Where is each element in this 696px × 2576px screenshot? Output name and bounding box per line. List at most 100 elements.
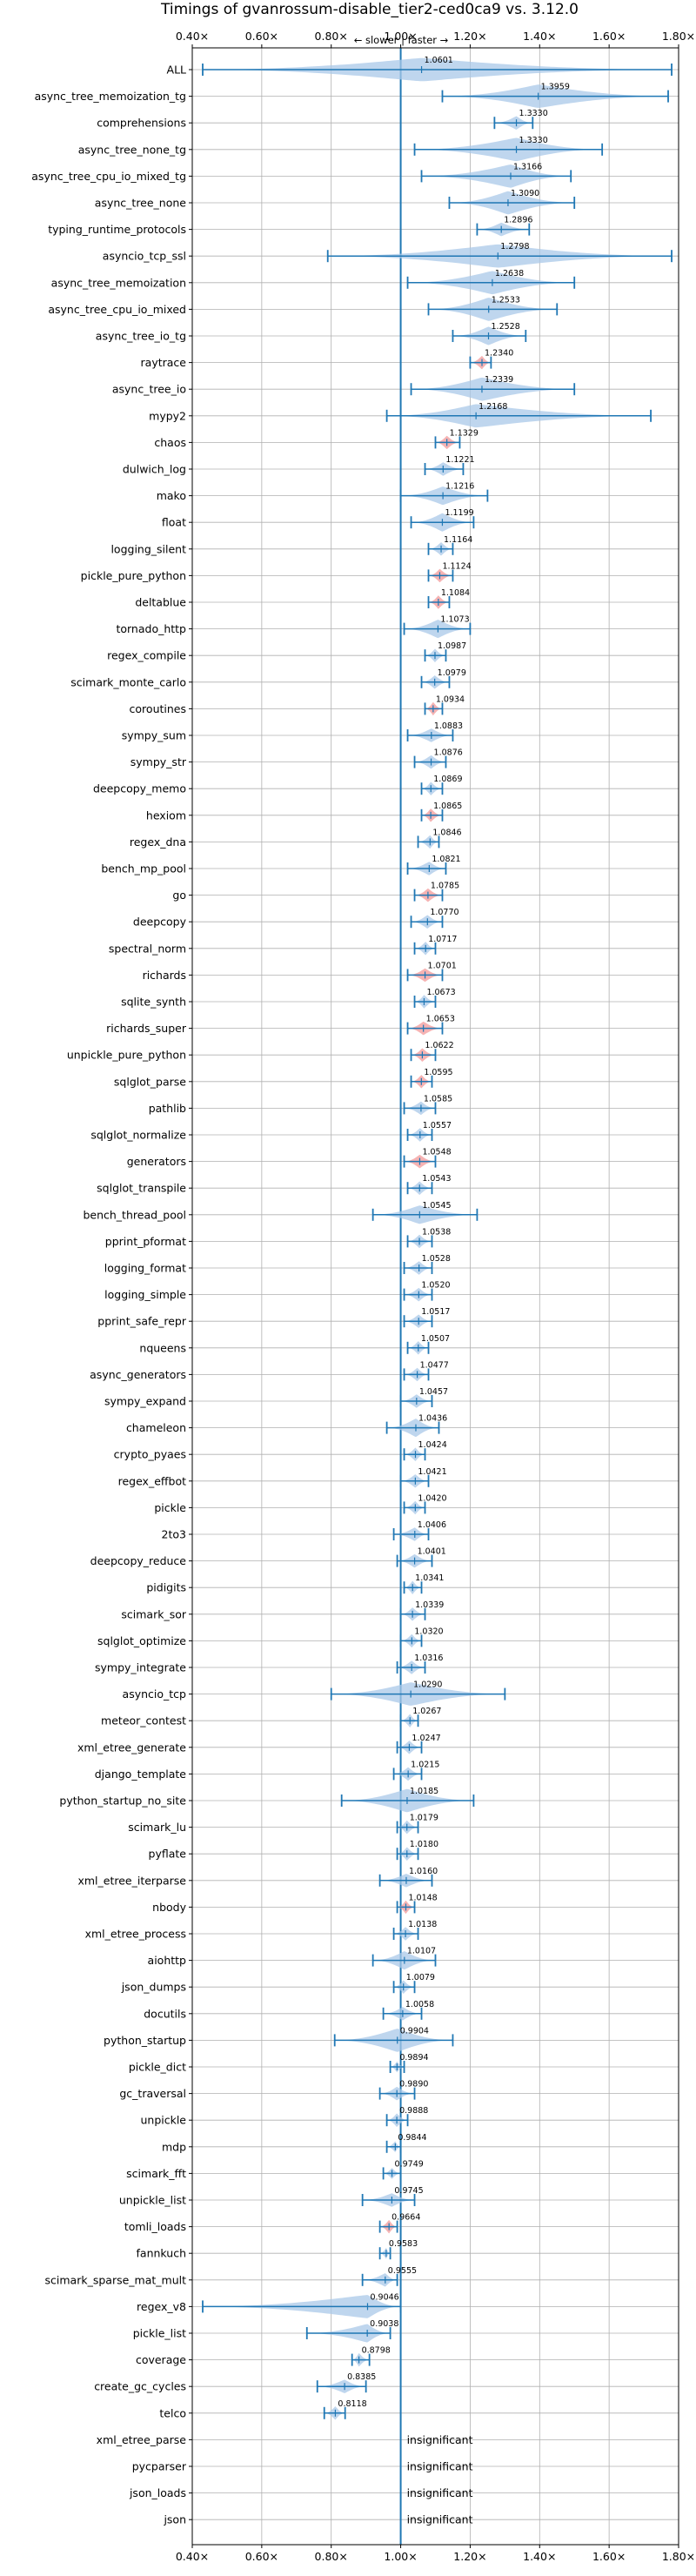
value-label: 1.0406	[418, 1520, 446, 1530]
y-tick-label: async_tree_memoization	[51, 276, 186, 289]
value-label: 1.0247	[412, 1734, 440, 1743]
x-tick-label-bottom: 1.40×	[523, 2550, 556, 2563]
value-label: 1.0316	[414, 1654, 443, 1663]
y-tick-label: create_gc_cycles	[94, 2380, 186, 2393]
value-label: 1.2339	[485, 375, 513, 385]
value-label: 1.0477	[420, 1360, 449, 1370]
value-label: 1.0543	[422, 1174, 451, 1184]
value-label: 1.0846	[432, 828, 461, 837]
y-tick-label: aiohttp	[148, 1954, 187, 1967]
value-label: 1.0341	[415, 1573, 444, 1583]
y-tick-label: async_tree_memoization_tg	[35, 90, 186, 103]
value-label: 1.0601	[425, 56, 453, 65]
y-tick-label: sympy_expand	[104, 1395, 186, 1408]
value-label: 1.0215	[411, 1760, 439, 1769]
y-tick-label: xml_etree_iterparse	[77, 1874, 186, 1887]
value-label: 1.0507	[421, 1334, 450, 1344]
y-tick-label: python_startup_no_site	[59, 1794, 186, 1808]
y-tick-label: chameleon	[126, 1421, 186, 1434]
value-label: 1.0436	[418, 1414, 447, 1424]
x-tick-label-top: 0.40×	[176, 30, 209, 43]
value-label: 0.9888	[399, 2106, 428, 2116]
y-tick-label: regex_effbot	[118, 1474, 186, 1487]
y-tick-label: async_tree_io	[112, 383, 186, 396]
y-tick-label: gc_traversal	[119, 2087, 186, 2100]
value-label: 1.0185	[410, 1787, 438, 1796]
y-tick-label: pprint_pformat	[105, 1235, 186, 1248]
plot-frame	[191, 47, 679, 2546]
y-tick-label: xml_etree_generate	[77, 1741, 186, 1754]
y-tick-label: async_tree_none_tg	[78, 143, 186, 156]
y-tick-label: tomli_loads	[124, 2220, 186, 2233]
y-tick-label: mako	[157, 489, 186, 502]
value-label: 1.2638	[495, 269, 524, 278]
x-tick-label-top: 1.20×	[453, 30, 486, 43]
y-tick-label: json	[163, 2513, 186, 2526]
y-tick-label: pickle_pure_python	[81, 569, 186, 582]
x-tick-label-top: 1.60×	[592, 30, 626, 43]
y-tick-label: unpickle_pure_python	[67, 1049, 186, 1062]
value-label: 1.0987	[438, 641, 466, 651]
value-label: 1.0517	[421, 1307, 450, 1317]
value-label: 1.0821	[432, 855, 460, 864]
value-label: 1.1329	[450, 428, 478, 438]
value-label: 1.0401	[418, 1547, 446, 1557]
insignificant-label: insignificant	[407, 2513, 473, 2526]
y-tick-label: python_startup	[104, 2034, 186, 2047]
y-tick-label: sympy_integrate	[95, 1661, 186, 1674]
insignificant-label: insignificant	[407, 2460, 473, 2473]
y-tick-label: bench_mp_pool	[101, 862, 186, 875]
value-label: 1.0058	[405, 2000, 434, 2009]
value-label: 0.9904	[400, 2026, 429, 2036]
x-tick-label-bottom: 0.80×	[315, 2550, 348, 2563]
value-label: 1.0883	[434, 721, 463, 731]
value-label: 1.1164	[444, 535, 472, 545]
y-tick-label: sqlglot_optimize	[97, 1634, 186, 1647]
value-label: 1.0548	[422, 1148, 451, 1157]
value-label: 1.1073	[440, 615, 469, 625]
value-label: 0.9749	[395, 2159, 424, 2169]
y-tick-label: richards_super	[106, 1022, 187, 1035]
x-tick-label-top: 0.60×	[245, 30, 278, 43]
value-label: 1.0420	[418, 1493, 446, 1503]
value-label: 0.9555	[388, 2266, 417, 2276]
y-tick-label: tornado_http	[116, 622, 186, 635]
x-tick-label-bottom: 0.60×	[245, 2550, 278, 2563]
y-tick-label: nqueens	[139, 1341, 186, 1354]
y-tick-label: django_template	[95, 1768, 187, 1781]
y-tick-label: richards	[143, 969, 186, 982]
y-tick-label: json_dumps	[121, 1981, 186, 1994]
y-tick-label: pickle_dict	[129, 2061, 186, 2074]
grid-layer	[191, 48, 679, 2545]
value-label: 1.0528	[422, 1254, 451, 1264]
y-tick-label: async_tree_cpu_io_mixed	[48, 303, 186, 316]
insignificant-label: insignificant	[407, 2433, 473, 2446]
value-label: 0.9890	[399, 2080, 428, 2090]
value-label: 1.0585	[424, 1094, 452, 1104]
value-label: 0.9745	[394, 2186, 423, 2196]
y-tick-label: sqlite_synth	[121, 996, 186, 1009]
y-tick-label: unpickle	[140, 2114, 186, 2127]
y-tick-label: go	[172, 889, 186, 902]
x-tick-label-top: 1.00×	[384, 30, 417, 43]
y-tick-label: mypy2	[149, 409, 186, 422]
y-tick-label: logging_simple	[104, 1288, 186, 1301]
y-tick-label: asyncio_tcp_ssl	[103, 250, 186, 263]
y-tick-label: xml_etree_parse	[97, 2433, 187, 2446]
y-tick-label: async_tree_cpu_io_mixed_tg	[31, 170, 186, 183]
value-label: 1.3330	[519, 136, 548, 145]
value-label: 1.1124	[442, 561, 471, 571]
value-label: 1.0339	[415, 1600, 444, 1610]
y-tick-label: spectral_norm	[109, 942, 186, 955]
value-label: 1.0653	[426, 1015, 455, 1024]
y-tick-label: crypto_pyaes	[114, 1448, 186, 1461]
value-label: 1.0595	[424, 1068, 452, 1077]
insignificant-label: insignificant	[407, 2486, 473, 2499]
value-label: 1.1221	[445, 455, 474, 465]
x-tick-label-top: 1.40×	[523, 30, 556, 43]
value-label: 1.0622	[425, 1041, 453, 1050]
value-label: 0.9583	[389, 2239, 418, 2249]
value-label: 1.2528	[492, 322, 520, 332]
y-tick-label: pickle	[154, 1501, 186, 1514]
